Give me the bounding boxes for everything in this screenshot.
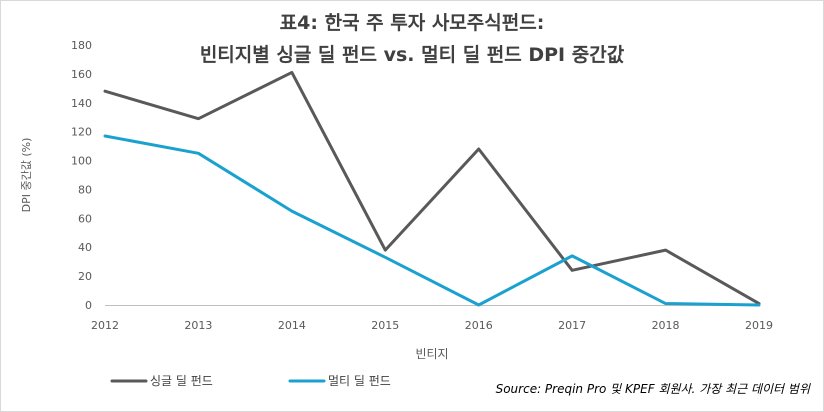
source-note: Source: Preqin Pro 및 KPEF 회원사. 가장 최근 데이터… — [495, 382, 810, 396]
x-tick-label: 2015 — [371, 319, 399, 332]
legend-label-2: 멀티 딜 펀드 — [328, 374, 391, 388]
x-axis-title: 빈티지 — [415, 347, 448, 361]
series-line-1 — [103, 70, 761, 306]
y-axis-title: DPI 중간값 (%) — [20, 138, 33, 213]
y-tick-label: 40 — [78, 241, 92, 254]
legend-label-1: 싱글 딜 펀드 — [150, 374, 213, 388]
y-tick-label: 60 — [78, 212, 92, 225]
x-tick-label: 2017 — [558, 319, 586, 332]
x-tick-label: 2013 — [184, 319, 212, 332]
y-tick-label: 20 — [78, 270, 92, 283]
chart-title-line1: 표4: 한국 주 투자 사모주식펀드: — [279, 12, 545, 34]
x-tick-label: 2019 — [745, 319, 773, 332]
y-tick-label: 160 — [71, 68, 92, 81]
y-tick-label: 100 — [71, 155, 92, 168]
x-tick-label: 2012 — [91, 319, 119, 332]
y-tick-label: 180 — [71, 39, 92, 52]
series-line-2 — [103, 134, 761, 307]
y-tick-label: 140 — [71, 97, 92, 110]
x-tick-label: 2018 — [652, 319, 680, 332]
chart-title-line2: 빈티지별 싱글 딜 펀드 vs. 멀티 딜 펀드 DPI 중간값 — [199, 44, 625, 66]
y-tick-label: 80 — [78, 183, 92, 196]
y-tick-label: 0 — [85, 299, 92, 312]
x-tick-label: 2016 — [465, 319, 493, 332]
y-tick-label: 120 — [71, 126, 92, 139]
x-tick-label: 2014 — [278, 319, 306, 332]
